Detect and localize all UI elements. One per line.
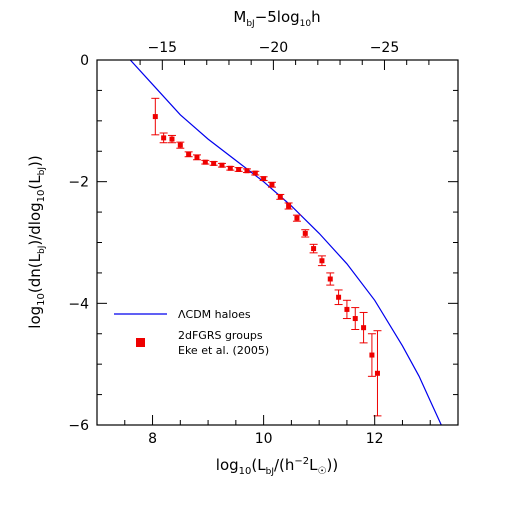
points-layer <box>151 97 382 417</box>
y-tick-label: −6 <box>68 418 89 434</box>
data-point <box>276 193 285 200</box>
data-point <box>351 307 360 330</box>
data-marker <box>311 246 317 252</box>
data-marker <box>236 167 242 172</box>
x-tick-label: 12 <box>366 431 384 447</box>
data-marker <box>194 154 200 160</box>
data-marker <box>202 159 208 165</box>
top-tick-label: −15 <box>148 40 178 56</box>
data-marker <box>177 142 183 148</box>
top-tick-label: −20 <box>259 40 289 56</box>
data-point <box>217 162 226 168</box>
series-lcdm-haloes-line <box>129 60 442 425</box>
data-point <box>259 176 268 182</box>
plot-frame <box>96 59 459 426</box>
x-tick-label: 10 <box>255 431 273 447</box>
data-marker <box>211 160 217 166</box>
data-point <box>167 134 176 144</box>
data-marker <box>277 194 283 200</box>
legend-data-label-line1: 2dFGRS groups <box>178 329 263 342</box>
data-point <box>301 229 310 238</box>
data-point <box>267 181 276 188</box>
legend-data-marker <box>136 338 145 347</box>
y-axis-label: log10(dn(LbJ)/dlog10(LbJ)) <box>26 155 47 328</box>
data-marker <box>227 165 233 171</box>
y-tick-label: −4 <box>68 296 89 312</box>
data-marker <box>336 294 342 300</box>
data-marker <box>327 276 333 282</box>
data-marker <box>352 316 358 322</box>
data-marker <box>374 370 380 376</box>
data-point <box>334 289 343 306</box>
data-marker <box>186 151 192 157</box>
data-point <box>184 151 193 158</box>
y-tick-label: 0 <box>80 53 89 69</box>
data-point <box>342 299 351 320</box>
data-point <box>234 167 243 172</box>
top-axis-label: MbJ−5log10h <box>233 8 320 29</box>
data-marker <box>369 352 375 358</box>
data-point <box>284 202 293 210</box>
x-axis-label: log10(LbJ/(h−2L☉)) <box>216 456 338 477</box>
data-marker <box>294 215 300 221</box>
data-marker <box>219 162 225 168</box>
legend: ΛCDM haloes 2dFGRS groups Eke et al. (20… <box>114 308 269 357</box>
legend-model-label: ΛCDM haloes <box>178 308 251 321</box>
data-marker <box>361 325 367 331</box>
curve-layer <box>129 60 442 425</box>
data-marker <box>161 135 167 141</box>
data-marker <box>269 182 275 188</box>
data-marker <box>302 230 308 236</box>
data-point <box>317 255 326 267</box>
data-point <box>359 311 368 344</box>
data-point <box>242 168 251 174</box>
data-point <box>192 154 201 161</box>
data-point <box>292 214 301 222</box>
data-marker <box>252 170 258 176</box>
data-point <box>326 272 335 286</box>
data-point <box>209 160 218 166</box>
data-marker <box>286 203 292 209</box>
data-point <box>367 333 376 377</box>
data-marker <box>244 168 250 174</box>
data-marker <box>169 136 175 142</box>
data-point <box>151 97 160 136</box>
data-marker <box>319 258 325 264</box>
y-tick-label: −2 <box>68 175 89 191</box>
data-marker <box>344 306 350 312</box>
data-marker <box>261 176 267 182</box>
data-point <box>226 165 235 171</box>
legend-data-label-line2: Eke et al. (2005) <box>178 344 269 357</box>
data-point <box>309 243 318 254</box>
ticks-layer: 8 10 12 0 −2 −4 −6 −15 −20 −25 <box>68 40 459 447</box>
top-tick-label: −25 <box>370 40 400 56</box>
data-point <box>201 159 210 165</box>
data-marker <box>152 114 158 120</box>
x-tick-label: 8 <box>148 431 157 447</box>
data-point <box>159 132 168 144</box>
data-point <box>251 170 260 176</box>
data-point <box>176 141 185 149</box>
data-point <box>373 330 382 417</box>
